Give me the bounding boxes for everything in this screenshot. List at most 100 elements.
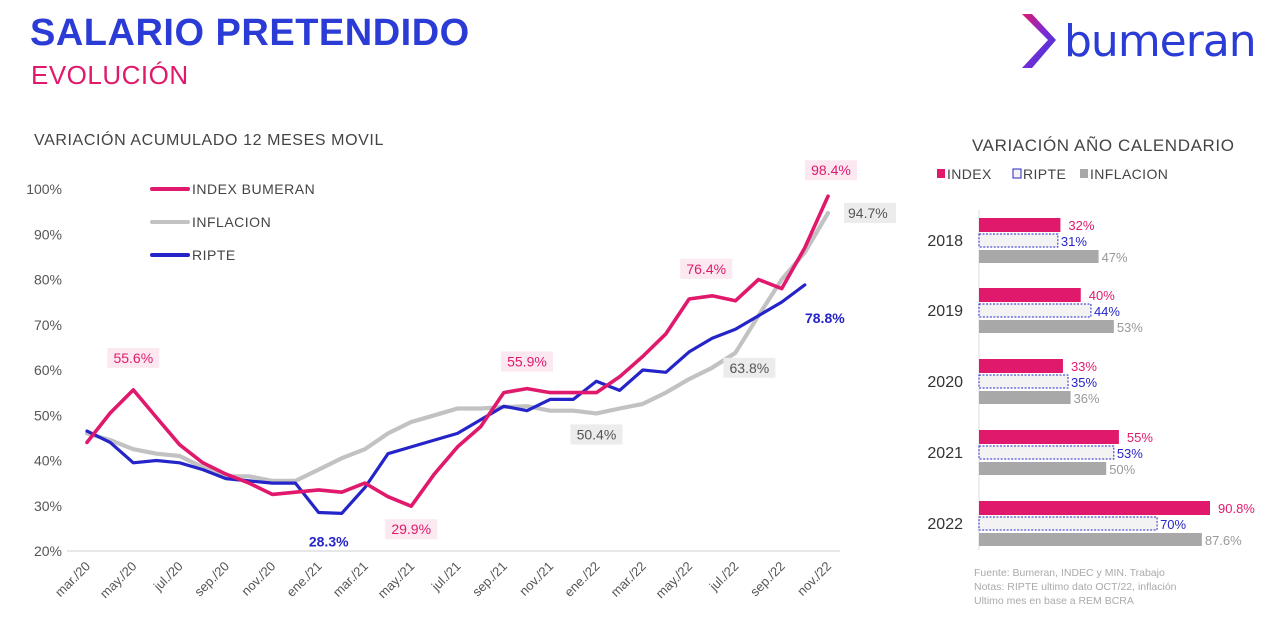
series-line-ripte [85,283,807,516]
bar-index [979,501,1210,515]
page-subtitle: EVOLUCIÓN [31,60,189,90]
bar-ripte [978,233,1059,248]
x-tick-label: nov./20 [238,559,278,599]
bar-inflacion [979,533,1202,546]
page-title: SALARIO PRETENDIDO [30,12,470,54]
y-tick-label: 50% [34,407,62,423]
data-label-bg [500,351,553,372]
data-label-bg [385,519,438,540]
x-tick-label: mar./21 [330,559,371,600]
x-tick-label: may./21 [375,559,418,602]
bar-value-label: 40% [1089,288,1115,303]
data-label: 28.3% [309,533,349,549]
line-chart-title: VARIACIÓN ACUMULADO 12 MESES MOVIL [34,132,384,149]
data-label: 55.6% [113,350,153,366]
legend-swatch [937,169,945,178]
bumeran-logo: bumeran [1018,12,1268,72]
legend-label: RIPTE [192,247,236,263]
legend-label: INFLACION [1090,166,1168,182]
source-line: Notas: RIPTE ultimo dato OCT/22, inflaci… [974,581,1177,593]
y-tick-label: 60% [34,362,62,378]
bar-ripte [978,516,1158,531]
data-label: 55.9% [507,354,547,370]
series-line-index-bumeran [85,194,830,509]
x-tick-label: jul./20 [150,559,186,595]
bar-value-label: 32% [1068,218,1094,233]
bar-ripte [978,445,1115,460]
x-tick-label: sep./22 [747,559,788,600]
bar-inflacion [979,320,1114,333]
legend-swatch [1012,168,1022,179]
legend-label: RIPTE [1023,166,1066,182]
data-label-bg [844,202,896,223]
y-tick-label: 70% [34,317,62,333]
data-label: 76.4% [686,261,726,277]
bar-index [979,430,1119,444]
x-tick-label: sep./20 [191,559,232,600]
series-line-inflacion [84,210,831,483]
bar-chart-title: VARIACIÓN AÑO CALENDARIO [972,136,1235,155]
x-tick-label: ene./21 [283,559,324,600]
data-label: 29.9% [391,521,431,537]
category-label: 2019 [927,303,963,320]
data-label: 78.8% [805,310,845,326]
y-tick-label: 40% [34,453,62,469]
category-label: 2021 [927,445,963,462]
source-line: Fuente: Bumeran, INDEC y MIN. Trabajo [974,567,1165,579]
legend-label: INFLACION [192,214,271,230]
category-label: 2018 [927,233,963,250]
data-label-bg [570,424,623,445]
bar-ripte [978,374,1069,389]
bar-index [979,218,1061,232]
bar-value-label: 87.6% [1205,533,1242,548]
bar-value-label: 47% [1102,250,1128,265]
bar-value-label: 70% [1160,517,1186,532]
bar-value-label: 53% [1117,446,1143,461]
x-tick-label: sep./21 [469,559,510,600]
logo-text: bumeran [1064,16,1257,67]
y-tick-label: 100% [26,181,62,197]
x-tick-label: jul./22 [706,559,742,595]
x-tick-label: jul./21 [428,559,464,595]
bar-value-label: 53% [1117,320,1143,335]
y-tick-label: 30% [34,498,62,514]
source-note: Fuente: Bumeran, INDEC y MIN. Trabajo No… [974,566,1274,608]
bar-index [979,288,1081,302]
y-tick-label: 90% [34,226,62,242]
data-label-bg [107,347,160,368]
bar-value-label: 50% [1109,462,1135,477]
data-label-bg [680,258,733,279]
data-label-bg [723,357,776,378]
bar-ripte [978,303,1092,318]
legend-label: INDEX [947,166,992,182]
x-tick-label: ene./22 [561,559,602,600]
y-tick-label: 20% [34,543,62,559]
data-label: 63.8% [730,360,770,376]
x-tick-label: nov./21 [516,559,556,599]
bar-inflacion [979,250,1099,263]
bar-inflacion [979,391,1071,404]
bar-value-label: 44% [1094,304,1120,319]
data-label: 94.7% [848,205,888,221]
x-tick-label: nov./22 [794,559,834,599]
bar-inflacion [979,462,1107,475]
category-label: 2020 [927,374,963,391]
bar-value-label: 36% [1074,391,1100,406]
bar-value-label: 35% [1071,375,1097,390]
x-tick-label: mar./22 [608,559,649,600]
data-label: 50.4% [577,426,617,442]
bar-value-label: 33% [1071,359,1097,374]
bar-value-label: 55% [1127,430,1153,445]
data-label-bg [805,160,857,181]
data-label: 98.4% [811,162,851,178]
x-tick-label: may./20 [97,559,140,602]
source-line: Ultimo mes en base a REM BCRA [974,595,1134,607]
category-label: 2022 [927,516,963,533]
x-tick-label: may./22 [653,559,696,602]
x-tick-label: mar./20 [52,559,93,600]
bar-value-label: 31% [1061,234,1087,249]
legend-label: INDEX BUMERAN [192,181,315,197]
legend-swatch [1080,169,1088,178]
bar-value-label: 90.8% [1218,501,1255,516]
